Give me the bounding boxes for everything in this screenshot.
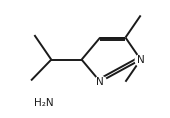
Text: N: N — [137, 55, 144, 65]
Text: N: N — [96, 77, 104, 87]
Text: H₂N: H₂N — [33, 98, 53, 108]
